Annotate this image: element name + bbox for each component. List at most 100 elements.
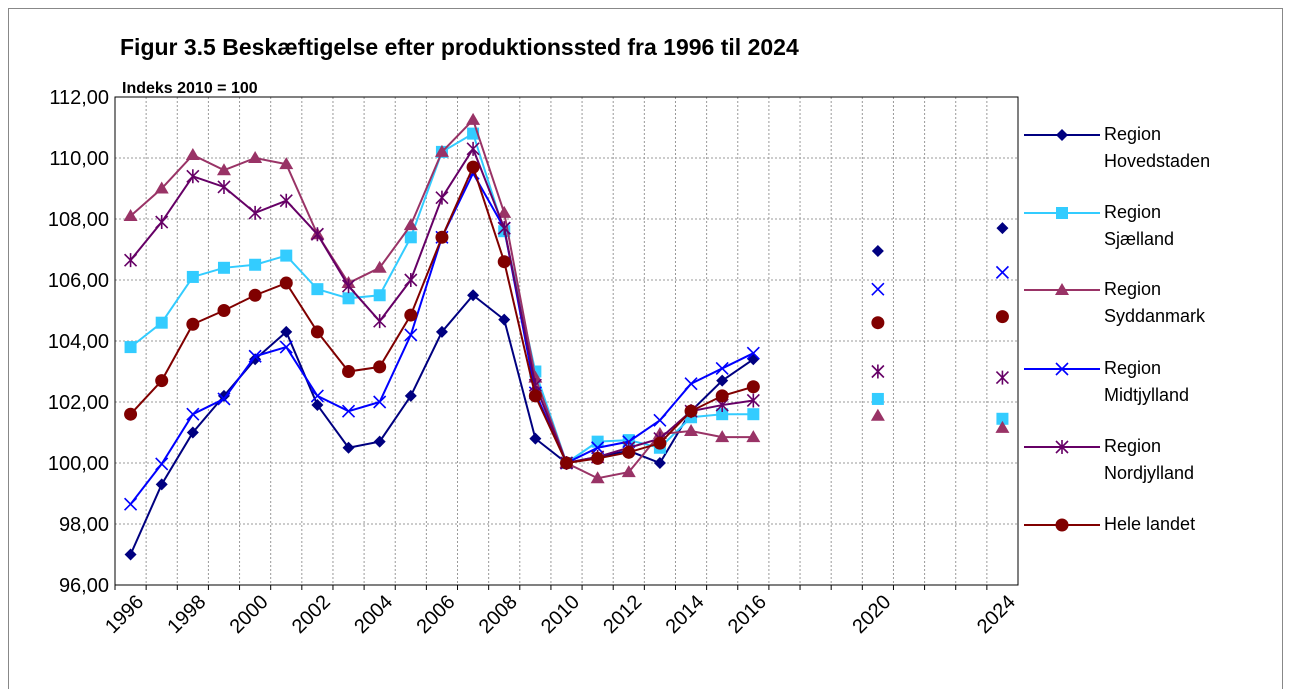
marker [186,407,200,421]
x-tick-label: 2014 [662,591,709,638]
marker [342,292,355,305]
marker [1056,129,1068,141]
marker [310,389,324,403]
marker [186,317,200,331]
marker [746,346,760,360]
marker [497,205,512,218]
marker [716,408,729,421]
legend-marker [1055,518,1069,532]
x-tick-label: 2016 [724,591,771,638]
marker [871,364,885,379]
x-tick-label: 2020 [848,591,895,638]
marker [124,253,138,268]
marker [434,144,449,157]
y-tick-label: 108,00 [48,209,109,231]
marker [871,392,884,405]
legend-marker [1056,207,1068,219]
chart-border [8,8,1283,689]
marker [715,389,729,403]
marker [497,221,511,236]
series-line [131,149,1003,463]
marker [155,457,169,471]
marker [279,157,294,170]
marker [311,283,324,296]
marker [653,457,666,469]
marker [995,370,1009,385]
marker [1055,440,1069,454]
plot-border [114,96,1019,586]
marker [995,420,1010,433]
series-line [131,173,1003,504]
y-tick-label: 106,00 [48,270,109,292]
series-line [131,134,1003,463]
marker [404,273,418,287]
marker [466,112,481,125]
marker [373,435,386,448]
marker [746,380,760,394]
marker [280,249,293,262]
legend-marker [1055,283,1069,295]
legend-label: Region Hovedstaden [1104,124,1211,171]
x-tick-label: 1998 [163,591,210,638]
x-tick-label: 2024 [973,591,1020,638]
marker [746,393,760,408]
marker [248,205,262,220]
legend-label: Region Syddanmark [1104,279,1206,326]
marker [403,218,418,231]
marker [373,289,386,302]
y-tick-label: 112,00 [49,87,109,109]
marker [1056,207,1068,219]
marker [498,313,511,326]
y-tick-label: 100,00 [48,453,109,475]
marker [341,404,356,418]
marker [716,374,729,387]
marker [435,190,449,205]
marker [404,308,418,322]
marker [279,340,293,354]
marker [591,451,605,465]
marker [590,471,605,484]
marker [591,435,604,448]
marker [591,441,605,455]
marker [155,316,168,329]
series-line [131,120,1003,478]
y-tick-label: 96,00 [59,575,109,597]
marker [995,310,1009,324]
x-tick-label: 2000 [226,591,273,638]
marker [186,270,199,283]
marker [248,288,262,302]
marker [870,408,885,421]
marker [560,456,573,470]
x-tick-label: 2004 [350,591,397,638]
marker [684,423,699,436]
y-tick-label: 102,00 [48,392,109,414]
x-tick-label: 2002 [288,591,335,638]
marker [996,222,1009,235]
marker [621,465,636,478]
x-tick-label: 2008 [475,591,522,638]
y-tick-label: 98,00 [59,514,109,536]
marker [372,260,387,273]
marker [248,151,263,163]
marker [747,408,760,421]
marker [342,441,355,454]
y-tick-label: 104,00 [48,331,109,353]
marker [653,413,667,427]
marker [124,407,138,421]
x-tick-label: 2012 [599,591,646,638]
marker [715,430,730,443]
marker [435,325,448,338]
x-tick-label: 2006 [412,591,459,638]
marker [746,430,761,443]
marker [217,389,230,402]
marker [186,426,199,439]
series-line [131,228,1003,554]
marker [1055,362,1069,376]
marker [497,255,511,269]
marker [684,377,698,391]
marker [435,230,449,244]
marker [995,265,1009,279]
marker [217,179,231,194]
chart-subtitle: Indeks 2010 = 100 [122,80,258,97]
